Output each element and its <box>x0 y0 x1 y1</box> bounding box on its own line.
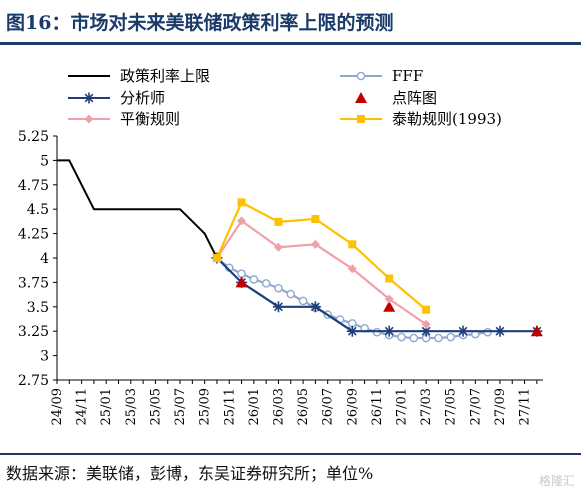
x-tick-label: 25/05 <box>148 388 163 425</box>
x-tick-label: 27/09 <box>493 388 508 425</box>
source-rule <box>0 453 581 455</box>
legend-item: 政策利率上限 <box>68 67 210 85</box>
series-6-line <box>215 201 427 311</box>
series-2-point <box>446 332 456 342</box>
x-tick-label: 26/11 <box>370 388 385 425</box>
x-tick-label: 27/05 <box>444 388 459 425</box>
series-3-point <box>309 301 321 313</box>
series-6-point <box>237 198 246 207</box>
series-6-point <box>385 274 394 283</box>
series-1-line <box>57 159 218 259</box>
figure-title: 图16：市场对未来美联储政策利率上限的预测 <box>6 12 394 34</box>
series-5-point <box>384 294 394 304</box>
series-3-point <box>272 301 284 313</box>
series-3-point <box>494 325 506 337</box>
x-tick-label: 25/03 <box>124 388 139 425</box>
series-5-line <box>216 219 427 326</box>
x-tick-label: 24/11 <box>75 388 90 425</box>
series-3-point <box>346 325 358 337</box>
watermark: 格隆汇 <box>538 474 575 488</box>
legend-label: FFF <box>392 67 423 85</box>
legend-label: 政策利率上限 <box>120 67 210 85</box>
legend-label: 点阵图 <box>392 89 437 107</box>
series-2-point <box>298 296 308 306</box>
legend-item: 平衡规则 <box>68 110 180 128</box>
series-6-point <box>348 240 357 249</box>
series-2-point <box>397 332 406 342</box>
x-tick-label: 27/11 <box>518 388 533 425</box>
legend-marker <box>83 92 95 104</box>
x-tick-label: 27/07 <box>468 388 483 425</box>
series-2-point <box>237 269 246 278</box>
x-tick-label: 24/09 <box>50 388 65 425</box>
x-tick-label: 26/03 <box>271 388 286 425</box>
series-4-point <box>235 276 248 288</box>
series-3-point <box>383 325 395 337</box>
series-6-point <box>212 254 221 262</box>
series-5-point <box>421 319 431 329</box>
y-tick-label: 3.5 <box>27 300 49 316</box>
series-2-point <box>261 279 271 288</box>
series-3-point <box>457 325 469 337</box>
y-tick-label: 3 <box>40 349 49 365</box>
series-6-point <box>422 305 431 314</box>
y-tick-label: 4 <box>40 251 49 267</box>
x-tick-label: 25/11 <box>222 388 237 425</box>
x-tick-label: 26/07 <box>321 388 336 425</box>
y-tick-label: 3.25 <box>18 324 49 340</box>
series-5-point <box>273 242 283 252</box>
legend-marker <box>357 115 365 123</box>
series-2-point <box>249 275 259 284</box>
series-5-point <box>347 264 357 274</box>
series-6-point <box>311 214 320 223</box>
legend-label: 分析师 <box>120 89 165 107</box>
series-4-point <box>530 325 543 337</box>
title-rule <box>0 42 581 45</box>
y-tick-label: 4.75 <box>18 178 49 194</box>
legend-item: 分析师 <box>68 89 165 107</box>
series-5-point <box>310 239 320 249</box>
x-tick-label: 25/09 <box>198 388 213 425</box>
x-tick-label: 25/07 <box>173 388 188 425</box>
series-2-point <box>409 333 419 343</box>
series-3-line <box>216 257 537 333</box>
y-tick-label: 5.25 <box>18 129 49 145</box>
legend-marker <box>355 92 367 103</box>
y-tick-label: 5 <box>40 153 49 169</box>
y-tick-label: 2.75 <box>18 373 49 389</box>
x-tick-label: 27/03 <box>419 388 434 425</box>
y-tick-label: 4.25 <box>18 227 49 243</box>
legend-item: 泰勒规则(1993) <box>340 110 502 128</box>
legend-label: 泰勒规则(1993) <box>392 110 502 128</box>
x-tick-label: 26/05 <box>296 388 311 425</box>
series-3-point <box>420 325 432 337</box>
source-note: 数据来源：美联储，彭博，东吴证券研究所；单位% <box>6 464 374 483</box>
x-tick-label: 26/01 <box>247 388 262 425</box>
x-tick-label: 26/09 <box>345 388 360 425</box>
legend-label: 平衡规则 <box>120 110 180 128</box>
x-tick-label: 27/01 <box>395 388 410 425</box>
legend-item: FFF <box>340 67 423 85</box>
x-tick-label: 25/01 <box>99 388 114 425</box>
series-4-point <box>383 300 396 312</box>
legend-item: 点阵图 <box>355 89 437 107</box>
series-2-point <box>434 333 443 343</box>
legend-marker <box>84 114 94 124</box>
series-2-point <box>274 283 283 293</box>
series-5-point <box>237 216 247 226</box>
y-tick-label: 4.5 <box>27 202 49 218</box>
series-2-point <box>286 289 296 299</box>
series-6-point <box>274 217 283 226</box>
y-tick-label: 3.75 <box>18 275 49 291</box>
legend-marker <box>356 71 366 81</box>
